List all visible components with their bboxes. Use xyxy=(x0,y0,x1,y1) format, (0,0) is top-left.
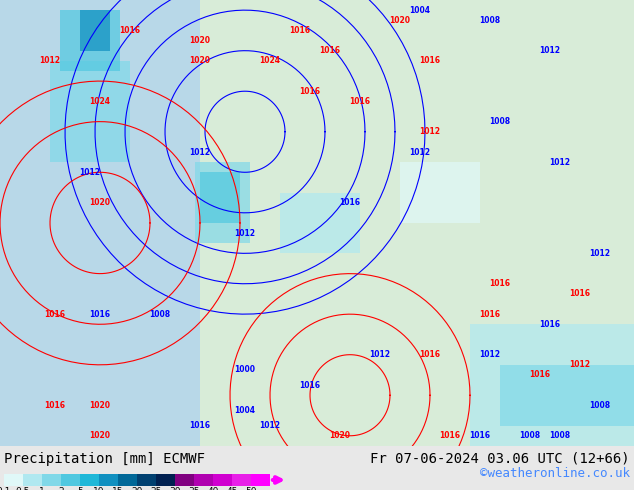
Bar xyxy=(194,474,213,486)
Bar xyxy=(175,474,194,486)
Text: 1008: 1008 xyxy=(479,16,501,25)
Text: 45: 45 xyxy=(226,488,238,490)
Bar xyxy=(118,474,137,486)
Text: 1012: 1012 xyxy=(569,360,590,369)
Text: 50: 50 xyxy=(245,488,257,490)
Polygon shape xyxy=(500,365,634,426)
Text: 1012: 1012 xyxy=(235,228,256,238)
Text: 1008: 1008 xyxy=(519,431,541,441)
Text: 1016: 1016 xyxy=(89,310,110,318)
Text: 1012: 1012 xyxy=(370,350,391,359)
Polygon shape xyxy=(400,162,480,223)
Text: 15: 15 xyxy=(112,488,124,490)
Text: 1012: 1012 xyxy=(79,168,101,177)
Text: 1020: 1020 xyxy=(190,56,210,65)
Text: 1016: 1016 xyxy=(420,56,441,65)
Text: 1012: 1012 xyxy=(39,56,60,65)
Text: 1016: 1016 xyxy=(44,310,65,318)
Polygon shape xyxy=(50,61,130,162)
Text: 1016: 1016 xyxy=(299,87,321,96)
Text: Fr 07-06-2024 03.06 UTC (12+66): Fr 07-06-2024 03.06 UTC (12+66) xyxy=(370,452,630,466)
Text: 1016: 1016 xyxy=(489,279,510,288)
Bar xyxy=(42,474,61,486)
Text: 1020: 1020 xyxy=(330,431,351,441)
Text: 1: 1 xyxy=(39,488,45,490)
Text: 5: 5 xyxy=(77,488,83,490)
Text: 1016: 1016 xyxy=(540,320,560,329)
Text: 1012: 1012 xyxy=(550,158,571,167)
Bar xyxy=(232,474,251,486)
Text: 1008: 1008 xyxy=(550,431,571,441)
Text: 1008: 1008 xyxy=(590,401,611,410)
Text: 1016: 1016 xyxy=(479,310,500,318)
Text: 1016: 1016 xyxy=(290,26,311,35)
Text: 1016: 1016 xyxy=(529,370,550,379)
Text: 1000: 1000 xyxy=(235,366,256,374)
Bar xyxy=(251,474,270,486)
Text: 1016: 1016 xyxy=(420,350,441,359)
Text: 1020: 1020 xyxy=(89,401,110,410)
Polygon shape xyxy=(280,193,360,253)
Text: 1012: 1012 xyxy=(190,147,210,156)
Text: 35: 35 xyxy=(188,488,200,490)
Polygon shape xyxy=(60,10,120,71)
Text: 1004: 1004 xyxy=(235,406,256,415)
Text: 40: 40 xyxy=(207,488,219,490)
Bar xyxy=(137,474,156,486)
Bar xyxy=(61,474,80,486)
Polygon shape xyxy=(200,172,240,223)
Text: 1016: 1016 xyxy=(190,421,210,430)
Bar xyxy=(80,474,99,486)
Polygon shape xyxy=(200,0,634,446)
Text: 1016: 1016 xyxy=(119,26,141,35)
Bar xyxy=(156,474,175,486)
Polygon shape xyxy=(470,324,634,446)
Text: 30: 30 xyxy=(169,488,181,490)
Text: 1020: 1020 xyxy=(389,16,410,25)
Polygon shape xyxy=(195,162,250,243)
Text: 1016: 1016 xyxy=(320,46,340,55)
Text: 1008: 1008 xyxy=(489,117,510,126)
Text: 1020: 1020 xyxy=(89,198,110,207)
Text: ©weatheronline.co.uk: ©weatheronline.co.uk xyxy=(480,467,630,480)
Bar xyxy=(99,474,118,486)
Text: 1004: 1004 xyxy=(410,5,430,15)
Text: 1024: 1024 xyxy=(89,97,110,106)
Text: Precipitation [mm] ECMWF: Precipitation [mm] ECMWF xyxy=(4,452,205,466)
Text: 1020: 1020 xyxy=(190,36,210,45)
Text: 1016: 1016 xyxy=(44,401,65,410)
Text: 10: 10 xyxy=(93,488,105,490)
Text: 20: 20 xyxy=(131,488,143,490)
Text: 1012: 1012 xyxy=(479,350,500,359)
Text: 25: 25 xyxy=(150,488,162,490)
Bar xyxy=(213,474,232,486)
Text: 1016: 1016 xyxy=(339,198,361,207)
Text: 2: 2 xyxy=(58,488,64,490)
Bar xyxy=(4,474,23,486)
Text: 0.5: 0.5 xyxy=(16,488,30,490)
Text: 1012: 1012 xyxy=(410,147,430,156)
Text: 1012: 1012 xyxy=(259,421,280,430)
Text: 1016: 1016 xyxy=(569,290,590,298)
Text: 1012: 1012 xyxy=(590,249,611,258)
Text: 1024: 1024 xyxy=(259,56,280,65)
Bar xyxy=(23,474,42,486)
Polygon shape xyxy=(220,243,400,344)
Text: 1016: 1016 xyxy=(439,431,460,441)
Text: 1016: 1016 xyxy=(470,431,491,441)
Text: 1016: 1016 xyxy=(349,97,370,106)
Polygon shape xyxy=(80,10,110,50)
Text: 1012: 1012 xyxy=(540,46,560,55)
Text: 1008: 1008 xyxy=(150,310,171,318)
Text: 1020: 1020 xyxy=(89,431,110,441)
Text: 0.1: 0.1 xyxy=(0,488,11,490)
Text: 1012: 1012 xyxy=(420,127,441,136)
Polygon shape xyxy=(0,0,220,446)
Text: 1016: 1016 xyxy=(299,381,321,390)
